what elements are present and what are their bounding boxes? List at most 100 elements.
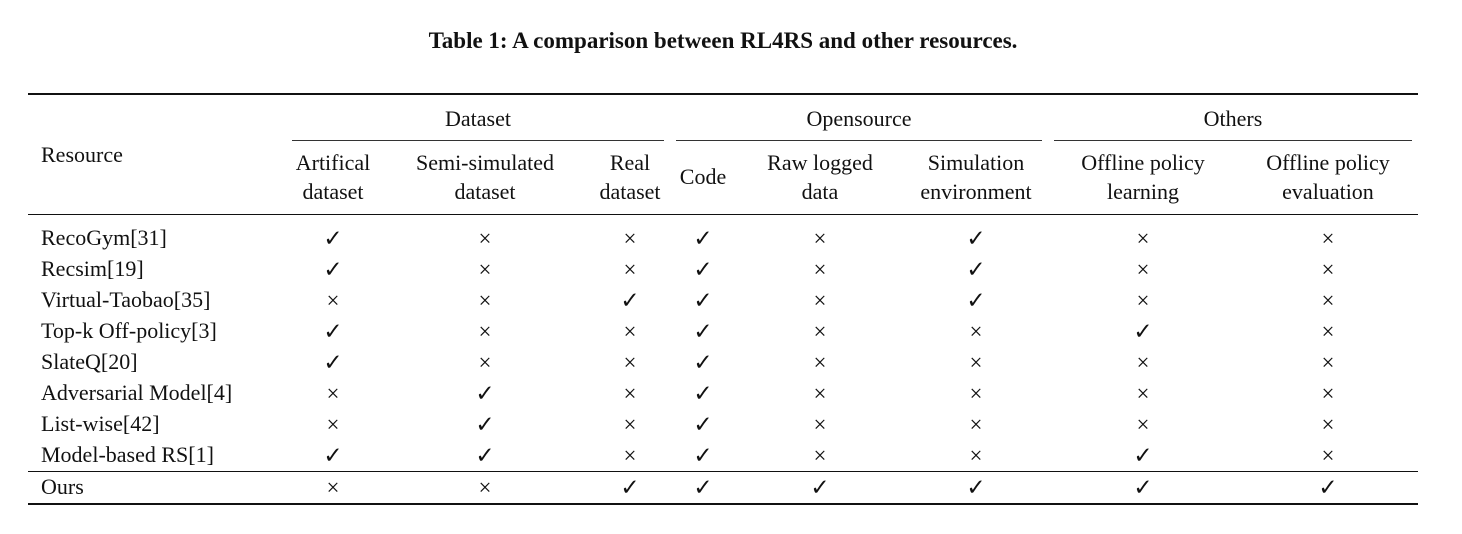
cross-mark: × [1321, 349, 1335, 375]
resource-name: List-wise[42] [41, 411, 160, 437]
column-header-line: dataset [454, 178, 516, 204]
check-mark: ✓ [670, 471, 736, 506]
cross-mark: × [813, 411, 827, 437]
cross-mark: × [1321, 380, 1335, 406]
cross-mark: × [326, 411, 340, 437]
cross-mark: × [478, 287, 492, 313]
check-mark: ✓ [1048, 471, 1238, 506]
check-mark: ✓ [590, 471, 670, 506]
column-header-code: Code [670, 141, 736, 216]
cross-mark: × [478, 349, 492, 375]
cross-mark: × [969, 349, 983, 375]
resource-name: Ours [28, 471, 286, 506]
column-header-row: Artifical dataset Semi-simulated dataset Rea… [28, 141, 1418, 216]
column-header-line: Simulation [927, 150, 1025, 175]
column-header-offline-policy-evaluation: Offline policy evaluation [1238, 141, 1418, 216]
cross-mark: × [326, 380, 340, 406]
resource-name: Virtual-Taobao[35] [41, 287, 211, 313]
table-caption: Table 1: A comparison between RL4RS and … [428, 28, 1018, 53]
check-mark: ✓ [693, 318, 713, 344]
check-mark: ✓ [323, 442, 343, 468]
check-mark: ✓ [966, 256, 986, 282]
column-header-line: Raw logged [767, 150, 873, 175]
column-header-real-dataset: Real dataset [590, 141, 670, 216]
cross-mark: × [478, 225, 492, 251]
cross-mark: × [623, 411, 637, 437]
cross-mark: × [623, 349, 637, 375]
cross-mark: × [813, 442, 827, 468]
comparison-table: Resource Dataset Opensource Others Artific… [28, 93, 1418, 506]
column-header-raw-logged-data: Raw logged data [736, 141, 904, 216]
table-row: SlateQ[20] ✓ × × ✓ × × × × [28, 347, 1418, 378]
cross-mark: × [623, 256, 637, 282]
cross-mark: × [623, 442, 637, 468]
check-mark: ✓ [323, 256, 343, 282]
cross-mark: × [813, 287, 827, 313]
cross-mark: × [969, 380, 983, 406]
cross-mark: × [813, 349, 827, 375]
cross-mark: × [813, 380, 827, 406]
resource-column-header: Resource [28, 93, 286, 216]
cross-mark: × [1136, 287, 1150, 313]
check-mark: ✓ [693, 256, 713, 282]
table-row: Recsim[19] ✓ × × ✓ × ✓ × × [28, 254, 1418, 285]
check-mark: ✓ [904, 471, 1048, 506]
check-mark: ✓ [693, 442, 713, 468]
check-mark: ✓ [966, 287, 986, 313]
column-header-line: Code [679, 164, 727, 190]
check-mark: ✓ [323, 318, 343, 344]
cross-mark: × [813, 225, 827, 251]
cross-mark: × [478, 256, 492, 282]
check-mark: ✓ [475, 380, 495, 406]
cross-mark: × [1321, 225, 1335, 251]
cross-mark: × [1321, 411, 1335, 437]
cross-mark: × [969, 318, 983, 344]
check-mark: ✓ [736, 471, 904, 506]
group-header-opensource: Opensource [670, 93, 1048, 142]
column-header-line: Offline policy [1081, 150, 1205, 175]
table-row: Virtual-Taobao[35] × × ✓ ✓ × ✓ × × [28, 285, 1418, 316]
column-header-artifical-dataset: Artifical dataset [286, 141, 380, 216]
column-header-line: environment [920, 178, 1032, 204]
cross-mark: × [1136, 256, 1150, 282]
check-mark: ✓ [1133, 442, 1153, 468]
cross-mark: × [380, 471, 590, 506]
cross-mark: × [623, 318, 637, 344]
check-mark: ✓ [693, 349, 713, 375]
table-row: Model-based RS[1] ✓ ✓ × ✓ × × ✓ × [28, 440, 1418, 472]
cross-mark: × [969, 442, 983, 468]
table-row-ours: Ours × × ✓ ✓ ✓ ✓ ✓ ✓ [28, 471, 1418, 506]
check-mark: ✓ [693, 411, 713, 437]
check-mark: ✓ [620, 287, 640, 313]
cross-mark: × [286, 471, 380, 506]
check-mark: ✓ [475, 411, 495, 437]
resource-name: RecoGym[31] [41, 225, 167, 251]
check-mark: ✓ [966, 225, 986, 251]
column-header-offline-policy-learning: Offline policy learning [1048, 141, 1238, 216]
resource-name: Adversarial Model[4] [41, 380, 233, 406]
column-header-line: Real [609, 150, 651, 175]
check-mark: ✓ [693, 287, 713, 313]
table-row: Top-k Off-policy[3] ✓ × × ✓ × × ✓ × [28, 316, 1418, 347]
check-mark: ✓ [475, 442, 495, 468]
column-header-line: evaluation [1282, 178, 1374, 204]
table-row: List-wise[42] × ✓ × ✓ × × × × [28, 409, 1418, 440]
column-header-semi-simulated-dataset: Semi-simulated dataset [380, 141, 590, 216]
group-header-dataset: Dataset [286, 93, 670, 142]
cross-mark: × [1321, 318, 1335, 344]
cross-mark: × [623, 380, 637, 406]
cross-mark: × [326, 287, 340, 313]
column-header-line: dataset [599, 178, 661, 204]
resource-name: Model-based RS[1] [41, 442, 214, 468]
column-header-line: dataset [302, 178, 364, 204]
check-mark: ✓ [1238, 471, 1418, 506]
cross-mark: × [1136, 411, 1150, 437]
column-header-line: Artifical [295, 150, 371, 175]
cross-mark: × [969, 411, 983, 437]
cross-mark: × [1136, 380, 1150, 406]
column-header-simulation-environment: Simulation environment [904, 141, 1048, 216]
column-header-line: Offline policy [1266, 150, 1390, 175]
check-mark: ✓ [323, 225, 343, 251]
cross-mark: × [478, 318, 492, 344]
cross-mark: × [1321, 442, 1335, 468]
